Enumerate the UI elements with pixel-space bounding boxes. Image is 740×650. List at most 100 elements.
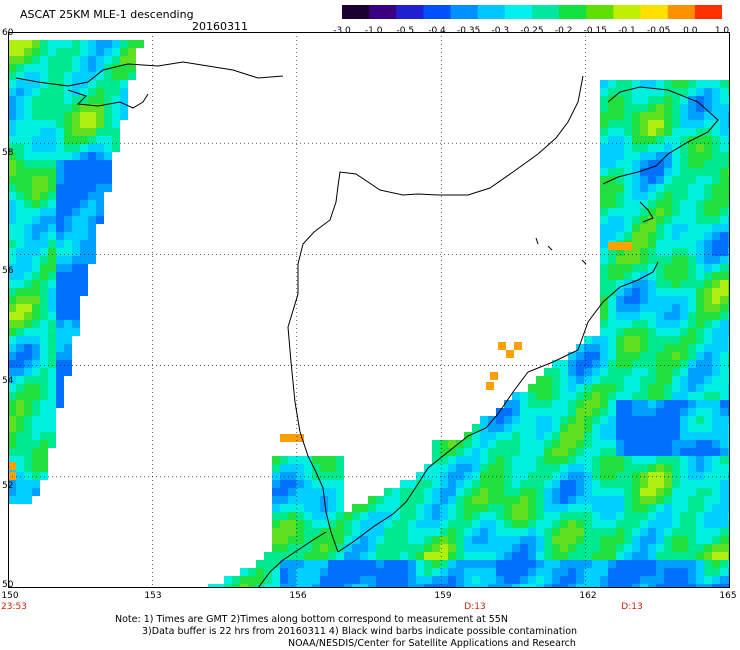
swath-pixel (56, 200, 64, 208)
swath-pixel (16, 496, 24, 504)
swath-pixel (104, 168, 112, 176)
swath-pixel (32, 152, 40, 160)
swath-pixel (376, 584, 384, 588)
swath-pixel (696, 368, 704, 376)
swath-pixel (456, 496, 464, 504)
swath-pixel (40, 120, 48, 128)
swath-pixel (648, 328, 656, 336)
swath-pixel (720, 416, 728, 424)
swath-pixel (480, 432, 488, 440)
swath-pixel (520, 392, 528, 400)
swath-pixel (16, 472, 24, 480)
swath-pixel (88, 176, 96, 184)
swath-pixel (696, 152, 704, 160)
swath-pixel (528, 496, 536, 504)
swath-pixel (16, 184, 24, 192)
swath-pixel (672, 280, 680, 288)
swath-pixel (600, 496, 608, 504)
swath-pixel (664, 544, 672, 552)
swath-pixel (712, 392, 720, 400)
swath-pixel (576, 536, 584, 544)
swath-pixel (80, 112, 88, 120)
swath-pixel (504, 568, 512, 576)
swath-pixel (552, 408, 560, 416)
swath-pixel (592, 344, 600, 352)
swath-pixel (104, 64, 112, 72)
swath-pixel (40, 336, 48, 344)
swath-pixel (576, 456, 584, 464)
swath-pixel (392, 544, 400, 552)
swath-pixel (392, 512, 400, 520)
swath-pixel (648, 408, 656, 416)
swath-pixel (592, 552, 600, 560)
swath-pixel (592, 392, 600, 400)
swath-pixel (560, 480, 568, 488)
swath-pixel (400, 528, 408, 536)
swath-pixel (672, 80, 680, 88)
swath-pixel (32, 112, 40, 120)
swath-pixel (688, 504, 696, 512)
swath-pixel (696, 416, 704, 424)
swath-pixel (648, 416, 656, 424)
swath-pixel (592, 456, 600, 464)
swath-pixel (664, 264, 672, 272)
swath-pixel (584, 400, 592, 408)
swath-pixel (64, 120, 72, 128)
swath-pixel (56, 56, 64, 64)
swath-pixel (664, 328, 672, 336)
swath-pixel (656, 248, 664, 256)
swath-pixel (336, 488, 344, 496)
swath-pixel (608, 480, 616, 488)
swath-pixel (408, 576, 416, 584)
swath-pixel (672, 584, 680, 588)
swath-pixel (32, 312, 40, 320)
swath-pixel (496, 504, 504, 512)
swath-pixel (704, 288, 712, 296)
swath-pixel (376, 536, 384, 544)
swath-pixel (48, 184, 56, 192)
swath-pixel (24, 288, 32, 296)
swath-pixel (680, 144, 688, 152)
swath-pixel (520, 568, 528, 576)
swath-pixel (600, 144, 608, 152)
swath-pixel (640, 400, 648, 408)
swath-pixel (416, 568, 424, 576)
swath-pixel (16, 224, 24, 232)
swath-pixel (568, 520, 576, 528)
swath-pixel (632, 112, 640, 120)
swath-pixel (624, 400, 632, 408)
swath-pixel (304, 536, 312, 544)
swath-pixel (680, 360, 688, 368)
swath-pixel (688, 304, 696, 312)
swath-pixel (424, 552, 432, 560)
swath-pixel (56, 80, 64, 88)
swath-pixel (648, 176, 656, 184)
swath-pixel (56, 296, 64, 304)
swath-pixel (272, 560, 280, 568)
swath-pixel (456, 576, 464, 584)
swath-pixel (400, 512, 408, 520)
swath-pixel (112, 136, 120, 144)
swath-pixel (704, 416, 712, 424)
swath-pixel (632, 400, 640, 408)
swath-pixel (64, 344, 72, 352)
swath-pixel (440, 520, 448, 528)
swath-pixel (664, 424, 672, 432)
swath-pixel (576, 360, 584, 368)
swath-pixel (568, 488, 576, 496)
swath-pixel (696, 216, 704, 224)
swath-pixel (704, 144, 712, 152)
swath-pixel (80, 144, 88, 152)
swath-pixel (408, 480, 416, 488)
swath-pixel (464, 472, 472, 480)
swath-pixel (632, 504, 640, 512)
swath-pixel (472, 520, 480, 528)
swath-pixel (632, 584, 640, 588)
swath-pixel (48, 64, 56, 72)
swath-pixel (624, 168, 632, 176)
swath-pixel (8, 224, 16, 232)
swath-pixel (680, 240, 688, 248)
swath-pixel (16, 352, 24, 360)
swath-pixel (608, 544, 616, 552)
swath-pixel (312, 464, 320, 472)
